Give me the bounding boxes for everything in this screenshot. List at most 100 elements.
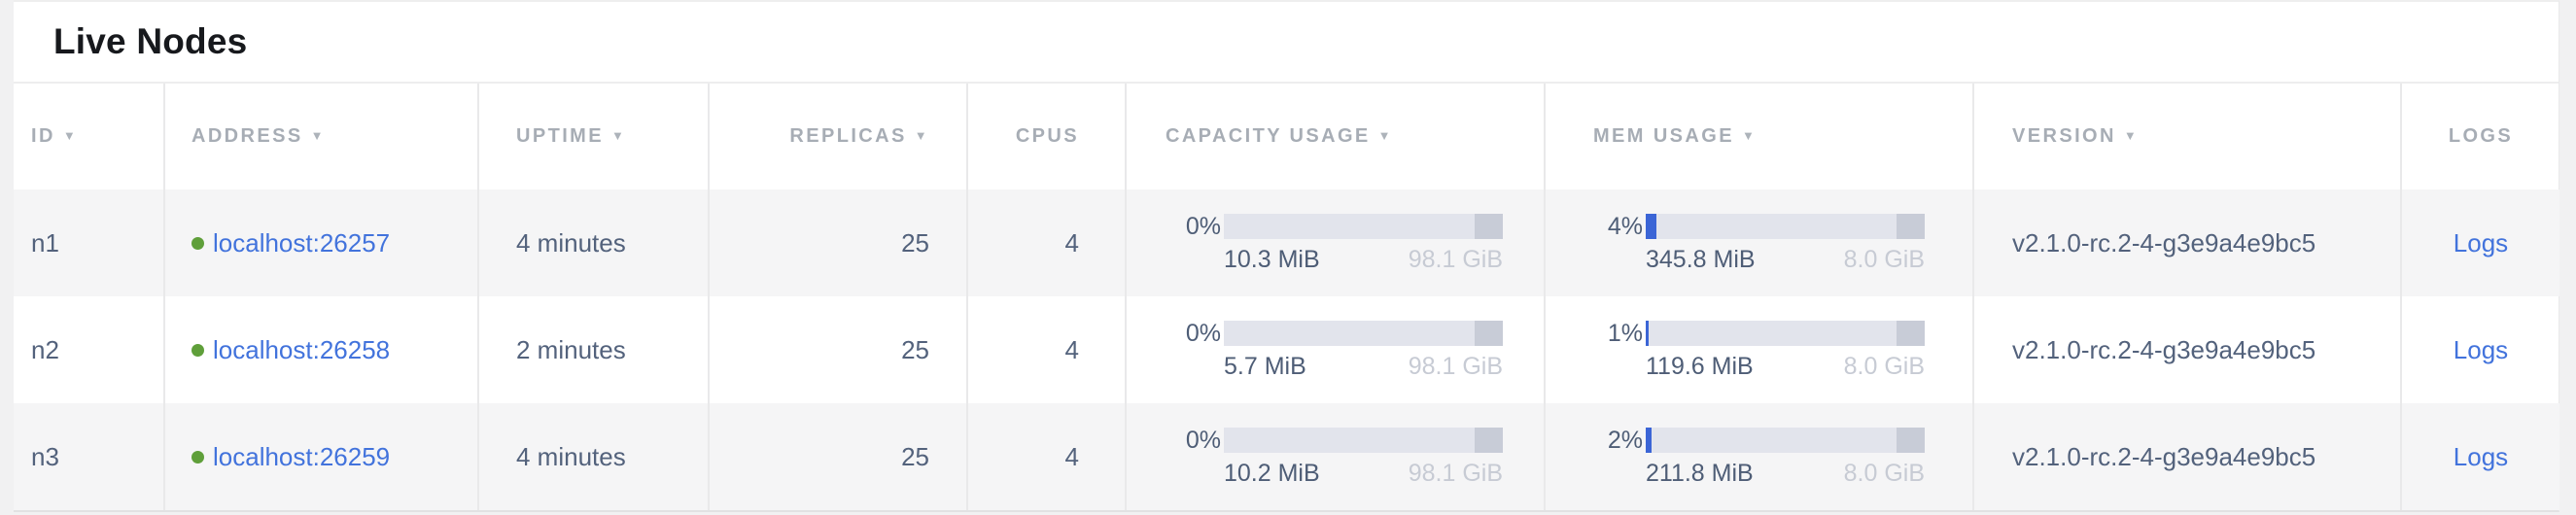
node-replicas-cell: 25 — [708, 189, 967, 296]
usage-total-value: 8.0 GiB — [1843, 352, 1925, 380]
column-header-label: CPUS — [1015, 125, 1079, 147]
panel-title-bar: Live Nodes — [14, 2, 2559, 84]
usage-bar-fill — [1646, 428, 1652, 453]
usage-bar-fill — [1646, 321, 1649, 346]
column-header-label: ADDRESS — [191, 125, 303, 147]
usage-bar-reserved-segment — [1897, 321, 1925, 346]
page-title: Live Nodes — [53, 21, 248, 61]
sort-arrow-icon: ▼ — [62, 128, 79, 143]
node-logs-link[interactable]: Logs — [2453, 441, 2509, 471]
node-logs-link[interactable]: Logs — [2453, 334, 2509, 364]
column-header-cpus: CPUS — [966, 84, 1126, 189]
usage-bar-reserved-segment — [1897, 214, 1925, 239]
usage-bar-reserved-segment — [1475, 428, 1503, 453]
column-header-label: MEM USAGE — [1593, 125, 1734, 147]
sort-arrow-icon: ▼ — [2123, 128, 2140, 143]
usage-value-labels: 211.8 MiB 8.0 GiB — [1646, 460, 1925, 488]
live-nodes-table: ID ▼ ADDRESS ▼ UPTIME ▼ REPLICAS ▼ CPUS CAPACITY … — [14, 84, 2559, 510]
column-header-logs: LOGS — [2400, 84, 2559, 189]
node-mem-usage-cell: 4% 345.8 MiB 8.0 GiB — [1544, 189, 1973, 296]
node-capacity-usage-cell: 0% 10.3 MiB 98.1 GiB — [1125, 189, 1545, 296]
usage-used-value: 5.7 MiB — [1224, 352, 1306, 380]
capacity-usage-meter: 0% 10.2 MiB 98.1 GiB — [1127, 427, 1544, 488]
capacity-usage-meter: 0% 5.7 MiB 98.1 GiB — [1127, 320, 1544, 381]
usage-percent-label: 4% — [1607, 212, 1643, 240]
usage-total-value: 98.1 GiB — [1408, 245, 1503, 273]
column-header-replicas[interactable]: REPLICAS ▼ — [708, 84, 967, 189]
usage-percent-label: 0% — [1185, 212, 1221, 240]
usage-used-value: 119.6 MiB — [1646, 352, 1754, 380]
node-mem-usage-cell: 1% 119.6 MiB 8.0 GiB — [1544, 296, 1973, 403]
node-logs-link[interactable]: Logs — [2453, 227, 2509, 258]
table-row: n1 localhost:26257 4 minutes 25 4 0% 10.3 MiB 9… — [14, 189, 2559, 296]
usage-value-labels: 10.2 MiB 98.1 GiB — [1224, 460, 1503, 488]
node-replicas-count: 25 — [901, 334, 929, 364]
node-address-link[interactable]: localhost:26258 — [213, 334, 391, 364]
usage-percent-label: 0% — [1185, 319, 1221, 347]
usage-percent-label: 0% — [1185, 426, 1221, 454]
node-logs-cell: Logs — [2400, 296, 2559, 403]
node-address-link[interactable]: localhost:26257 — [213, 227, 391, 258]
usage-total-value: 8.0 GiB — [1843, 245, 1925, 273]
usage-percent-label: 1% — [1607, 319, 1643, 347]
column-header-address[interactable]: ADDRESS ▼ — [163, 84, 478, 189]
usage-value-labels: 119.6 MiB 8.0 GiB — [1646, 353, 1925, 381]
usage-used-value: 211.8 MiB — [1646, 459, 1754, 487]
column-header-capacity[interactable]: CAPACITY USAGE ▼ — [1125, 84, 1545, 189]
column-header-label: LOGS — [2448, 125, 2514, 147]
node-live-status-icon — [191, 236, 204, 250]
node-cpus-count: 4 — [1064, 227, 1079, 258]
usage-value-labels: 10.3 MiB 98.1 GiB — [1224, 246, 1503, 274]
node-address-link[interactable]: localhost:26259 — [213, 441, 391, 471]
node-version-cell: v2.1.0-rc.2-4-g3e9a4e9bc5 — [1972, 403, 2401, 510]
usage-bar-track — [1224, 428, 1503, 453]
table-row: n2 localhost:26258 2 minutes 25 4 0% 5.7 MiB 98… — [14, 296, 2559, 403]
capacity-usage-meter: 0% 10.3 MiB 98.1 GiB — [1127, 213, 1544, 274]
node-version: v2.1.0-rc.2-4-g3e9a4e9bc5 — [2012, 334, 2316, 364]
usage-used-value: 10.3 MiB — [1224, 245, 1320, 273]
node-version: v2.1.0-rc.2-4-g3e9a4e9bc5 — [2012, 441, 2316, 471]
column-header-label: VERSION — [2012, 125, 2116, 147]
column-header-label: REPLICAS — [789, 125, 907, 147]
usage-bar-reserved-segment — [1475, 321, 1503, 346]
usage-percent-label: 2% — [1607, 426, 1643, 454]
node-uptime-cell: 4 minutes — [477, 189, 709, 296]
column-header-version[interactable]: VERSION ▼ — [1972, 84, 2401, 189]
node-uptime: 4 minutes — [516, 441, 626, 471]
table-body: n1 localhost:26257 4 minutes 25 4 0% 10.3 MiB 9… — [14, 189, 2559, 510]
node-logs-cell: Logs — [2400, 189, 2559, 296]
node-version-cell: v2.1.0-rc.2-4-g3e9a4e9bc5 — [1972, 296, 2401, 403]
usage-bar-track — [1646, 428, 1925, 453]
sort-arrow-icon: ▼ — [914, 128, 929, 143]
column-header-id[interactable]: ID ▼ — [14, 84, 164, 189]
node-cpus-cell: 4 — [966, 403, 1126, 510]
sort-arrow-icon: ▼ — [1377, 128, 1393, 143]
node-cpus-count: 4 — [1064, 441, 1079, 471]
mem-usage-meter: 2% 211.8 MiB 8.0 GiB — [1546, 427, 1972, 488]
column-header-label: ID — [31, 125, 55, 147]
mem-usage-meter: 1% 119.6 MiB 8.0 GiB — [1546, 320, 1972, 381]
usage-total-value: 98.1 GiB — [1408, 352, 1503, 380]
node-uptime-cell: 2 minutes — [477, 296, 709, 403]
node-capacity-usage-cell: 0% 10.2 MiB 98.1 GiB — [1125, 403, 1545, 510]
column-header-mem[interactable]: MEM USAGE ▼ — [1544, 84, 1973, 189]
sort-arrow-icon: ▼ — [610, 128, 627, 143]
node-mem-usage-cell: 2% 211.8 MiB 8.0 GiB — [1544, 403, 1973, 510]
column-header-label: UPTIME — [516, 125, 604, 147]
usage-bar-fill — [1646, 214, 1657, 239]
usage-used-value: 345.8 MiB — [1646, 245, 1756, 273]
usage-used-value: 10.2 MiB — [1224, 459, 1320, 487]
node-address-cell: localhost:26257 — [163, 189, 478, 296]
mem-usage-meter: 4% 345.8 MiB 8.0 GiB — [1546, 213, 1972, 274]
table-header-row: ID ▼ ADDRESS ▼ UPTIME ▼ REPLICAS ▼ CPUS CAPACITY … — [14, 84, 2559, 189]
node-replicas-count: 25 — [901, 227, 929, 258]
usage-bar-track — [1646, 214, 1925, 239]
node-uptime-cell: 4 minutes — [477, 403, 709, 510]
node-id: n3 — [31, 441, 59, 471]
usage-bar-reserved-segment — [1897, 428, 1925, 453]
node-logs-cell: Logs — [2400, 403, 2559, 510]
usage-bar-track — [1224, 214, 1503, 239]
node-uptime: 2 minutes — [516, 334, 626, 364]
column-header-label: CAPACITY USAGE — [1166, 125, 1371, 147]
column-header-uptime[interactable]: UPTIME ▼ — [477, 84, 709, 189]
